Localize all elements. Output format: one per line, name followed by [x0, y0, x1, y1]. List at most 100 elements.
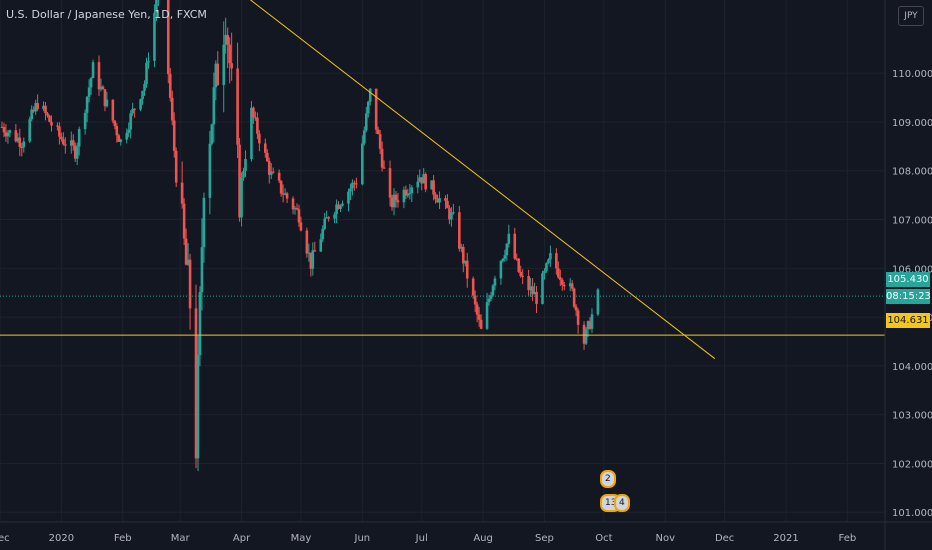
candle-up	[200, 247, 204, 293]
candle-down	[267, 161, 271, 175]
candle-up	[505, 243, 509, 256]
candle-up	[212, 87, 216, 125]
candle-down	[448, 208, 451, 220]
candle-down	[172, 120, 176, 151]
candle-down	[36, 103, 39, 110]
candle-down	[44, 105, 47, 114]
candle-up	[155, 0, 158, 13]
candle-down	[446, 200, 449, 209]
candle-up	[487, 298, 491, 303]
descending-trendline[interactable]	[247, 0, 716, 359]
candle-up	[28, 119, 31, 142]
candle-down	[111, 99, 115, 121]
candle-down	[50, 121, 53, 126]
candle-down	[174, 150, 178, 183]
candle-down	[475, 304, 479, 315]
candle-up	[75, 146, 79, 159]
price-tick-label: 101.000	[892, 508, 932, 519]
candle-up	[22, 141, 26, 148]
candle-up	[584, 329, 588, 344]
time-tick-label: May	[291, 533, 312, 544]
candle-down	[254, 117, 257, 119]
candle-down	[570, 283, 574, 289]
candle-up	[341, 203, 344, 206]
candle-down	[20, 147, 24, 149]
candle-up	[392, 194, 396, 208]
candle-down	[226, 35, 229, 45]
candle-up	[244, 158, 247, 171]
candle-down	[60, 136, 63, 140]
candle-down	[327, 217, 330, 219]
candle-down	[513, 233, 517, 259]
candle-up	[30, 109, 33, 120]
candle-down	[479, 319, 483, 329]
candle-up	[333, 214, 336, 219]
candle-down	[194, 308, 198, 459]
candle-down	[582, 324, 586, 344]
candle-up	[499, 261, 503, 279]
candle-down	[555, 253, 558, 269]
candle-up	[549, 253, 552, 260]
time-tick-label: Oct	[595, 533, 612, 544]
candle-up	[452, 212, 455, 214]
chart-title: U.S. Dollar / Japanese Yen, 1D, FXCM	[6, 8, 207, 21]
candle-down	[32, 109, 35, 112]
candle-down	[133, 108, 136, 110]
candle-up	[8, 130, 12, 133]
candle-down	[2, 126, 6, 133]
candle-up	[16, 137, 20, 142]
candle-down	[465, 260, 469, 279]
price-tick-label: 104.000	[892, 362, 932, 373]
candle-down	[515, 258, 519, 260]
candle-up	[545, 263, 548, 271]
candle-up	[438, 198, 441, 203]
candle-down	[394, 194, 398, 201]
candle-up	[460, 246, 463, 249]
candle-up	[34, 103, 37, 112]
candle-down	[182, 203, 186, 239]
candle-up	[131, 108, 134, 114]
candle-up	[586, 321, 590, 330]
candle-down	[527, 276, 530, 291]
candle-down	[64, 144, 67, 146]
candle-down	[588, 321, 592, 329]
drawings[interactable]	[0, 0, 885, 359]
candle-up	[224, 35, 228, 45]
candle-down	[396, 200, 400, 203]
candle-down	[559, 277, 562, 280]
current-price-label: 105.430	[886, 272, 930, 287]
candle-up	[410, 187, 414, 194]
candle-down	[265, 152, 269, 162]
chart-grid	[0, 0, 885, 522]
candles	[0, 0, 600, 472]
time-tick-label: Aug	[473, 533, 493, 544]
candle-down	[228, 44, 231, 64]
candle-up	[430, 180, 433, 190]
candle-down	[309, 252, 313, 269]
time-tick-label: Mar	[171, 533, 191, 544]
candle-down	[184, 238, 188, 265]
candle-up	[129, 113, 132, 130]
candle-up	[69, 140, 73, 146]
currency-button[interactable]: JPY	[898, 6, 924, 26]
candle-down	[277, 172, 281, 181]
candle-up	[335, 204, 338, 215]
time-tick-label: Jun	[354, 533, 371, 544]
split-event-badge[interactable]: 4	[614, 494, 630, 512]
candle-down	[73, 145, 77, 159]
candle-down	[337, 204, 340, 209]
candle-down	[477, 314, 481, 320]
candle-up	[364, 113, 368, 131]
time-tick-label: Feb	[839, 533, 857, 544]
candle-down	[574, 306, 578, 311]
candle-down	[58, 126, 61, 137]
dividend-event-badge[interactable]: 2	[600, 470, 616, 488]
candle-up	[210, 124, 214, 144]
candle-down	[557, 268, 560, 278]
candle-down	[271, 171, 275, 173]
price-tick-label: 110.000	[892, 69, 932, 80]
candle-down	[113, 120, 117, 126]
candle-down	[62, 139, 65, 145]
candle-up	[422, 174, 425, 184]
